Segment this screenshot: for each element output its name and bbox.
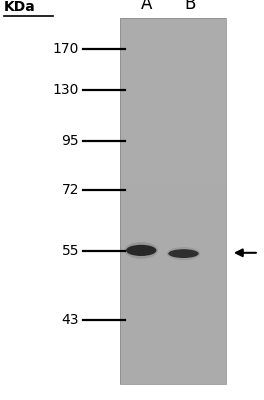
Text: 43: 43 bbox=[62, 313, 79, 327]
Text: A: A bbox=[141, 0, 152, 13]
Text: 170: 170 bbox=[53, 42, 79, 56]
Text: 130: 130 bbox=[53, 83, 79, 97]
Text: 72: 72 bbox=[62, 183, 79, 197]
Ellipse shape bbox=[125, 242, 158, 259]
Bar bbox=[120, 18, 226, 384]
Text: 55: 55 bbox=[62, 244, 79, 258]
Text: KDa: KDa bbox=[4, 0, 36, 14]
Ellipse shape bbox=[168, 249, 199, 258]
Text: 95: 95 bbox=[62, 134, 79, 148]
Text: B: B bbox=[184, 0, 196, 13]
Ellipse shape bbox=[167, 247, 200, 260]
Ellipse shape bbox=[126, 245, 156, 256]
